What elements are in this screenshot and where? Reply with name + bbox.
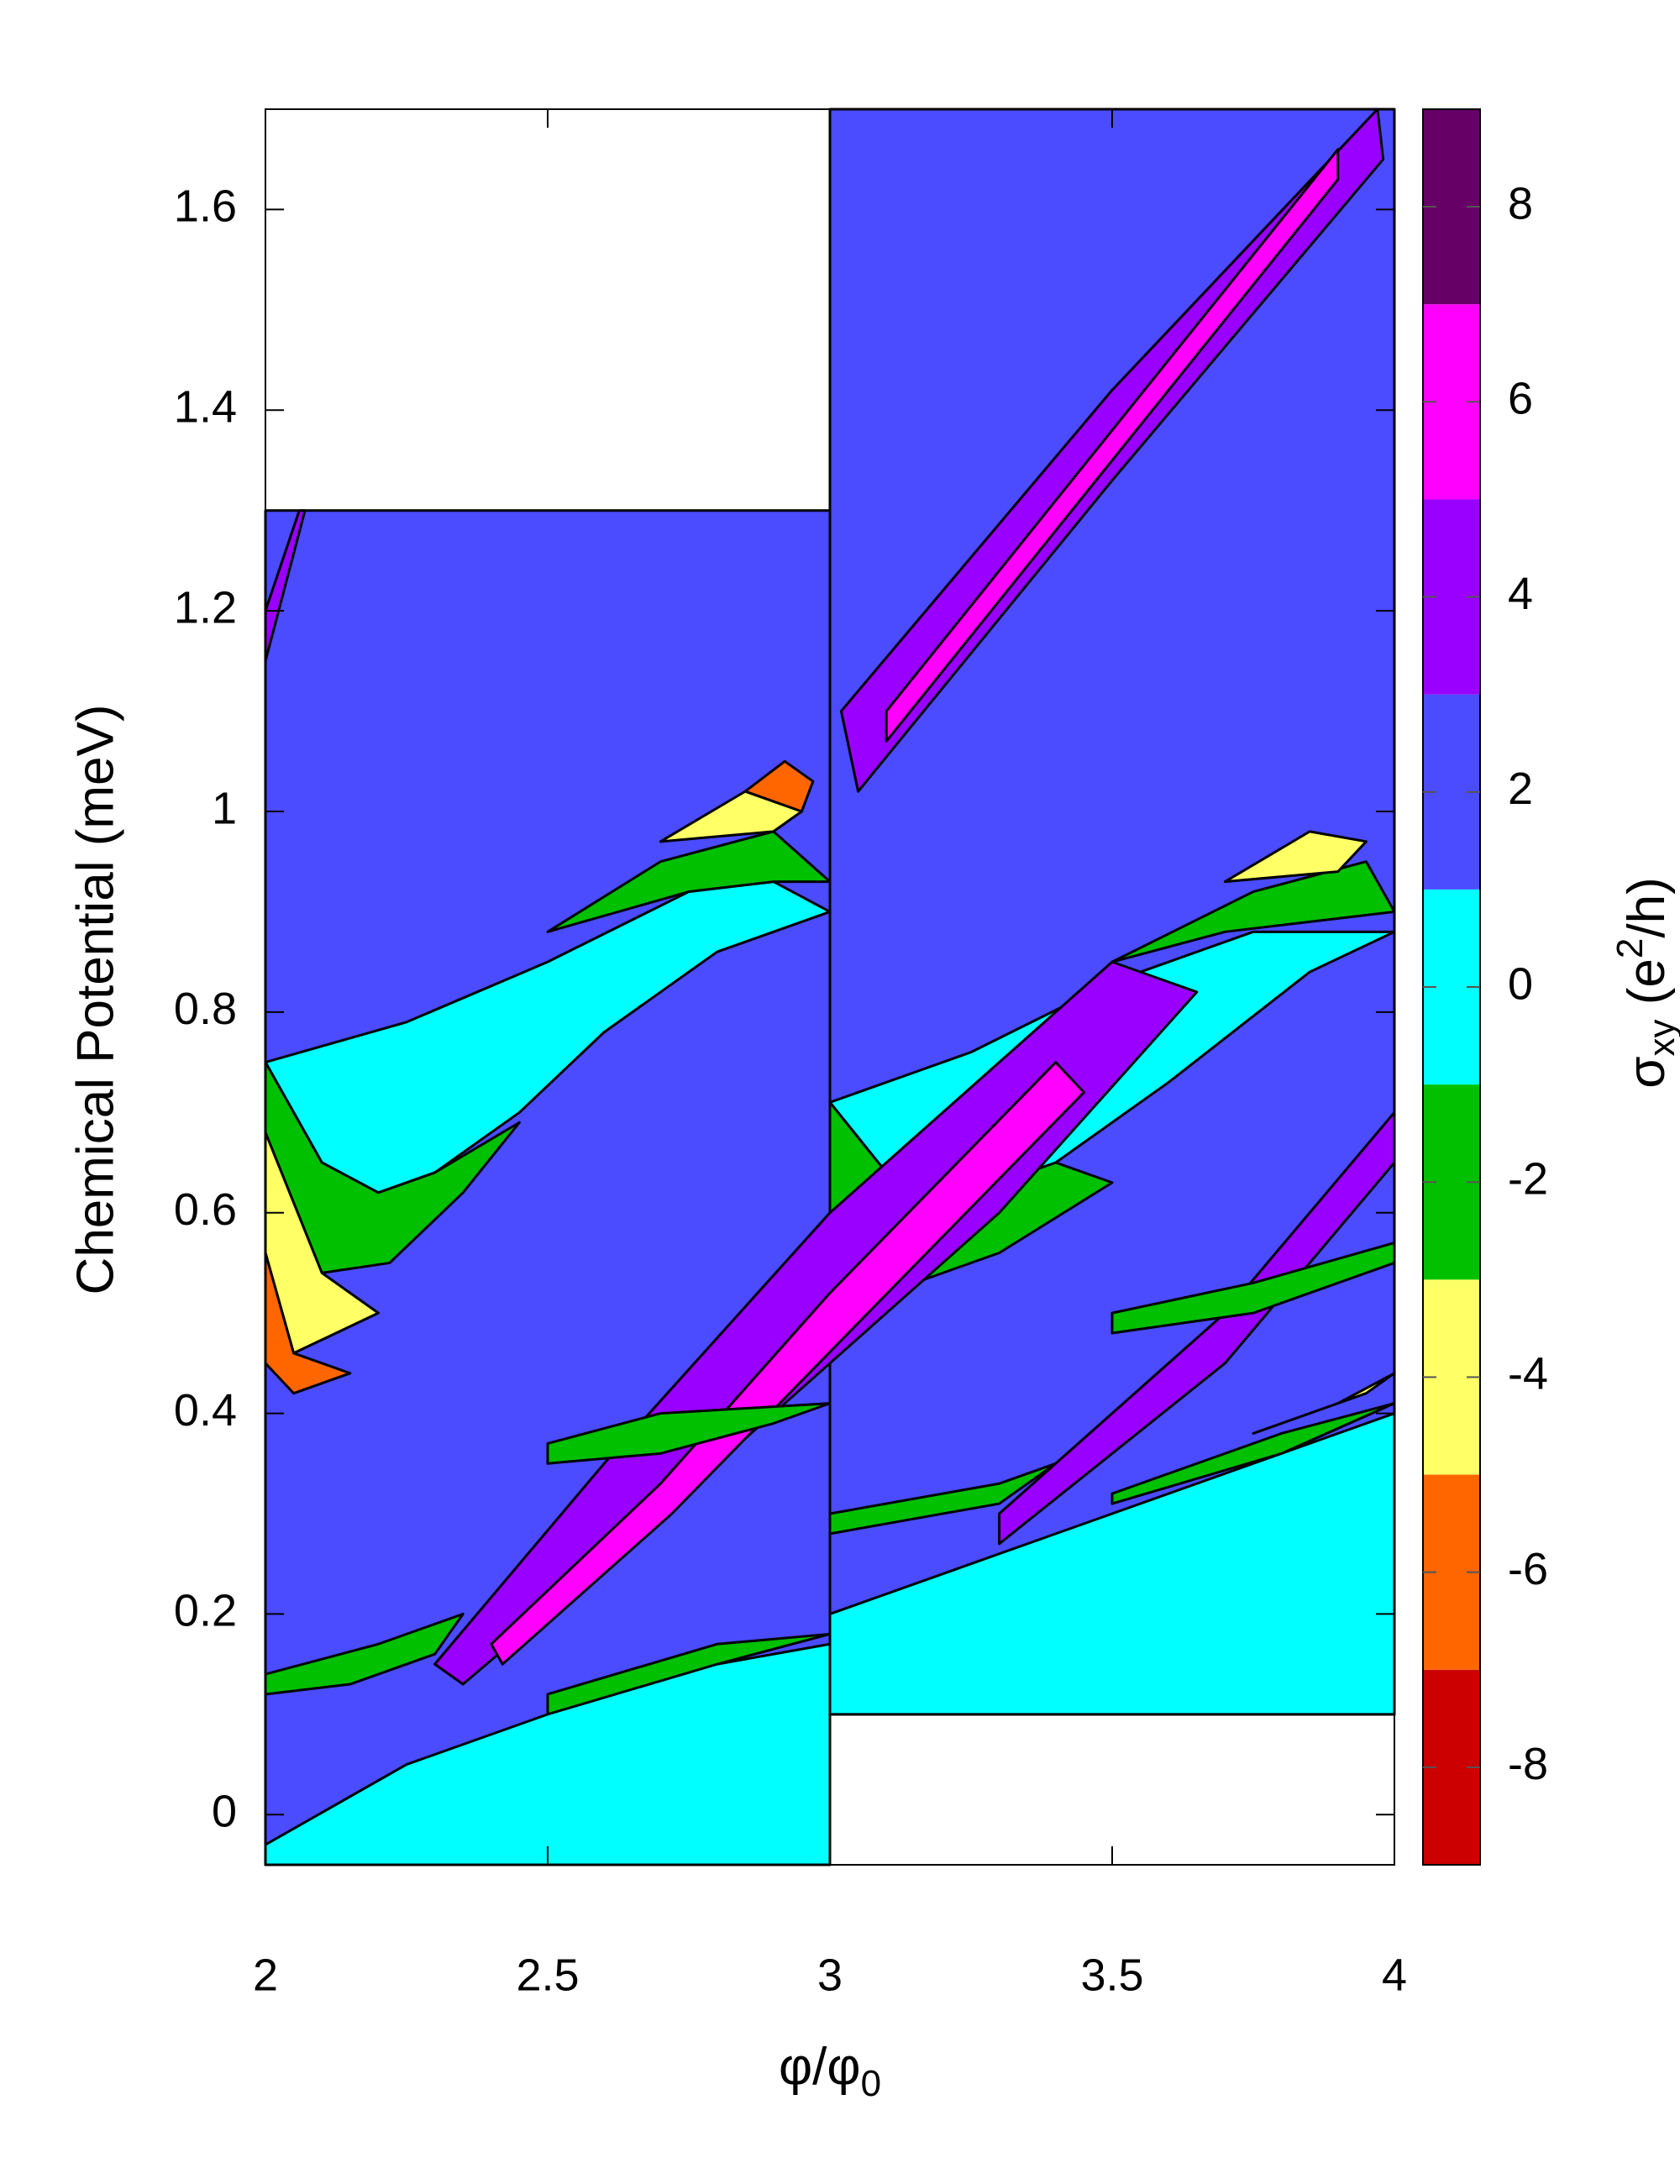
x-label-sub: 0: [861, 2063, 881, 2104]
colorbar-tick-label: -2: [1508, 1153, 1548, 1204]
colorbar-tick-label: -4: [1508, 1349, 1548, 1399]
y-tick-label: 0.4: [174, 1385, 237, 1436]
region: [546, 1632, 832, 1716]
colorbar-tick-label: -8: [1508, 1739, 1548, 1789]
colorbar-tick-label: 0: [1508, 958, 1533, 1009]
colorbar-tick-label: 2: [1508, 764, 1533, 814]
colorbar-tick-label: -6: [1508, 1544, 1548, 1594]
region: [1223, 830, 1368, 884]
cb-label-part: (e: [1618, 958, 1676, 1019]
x-label-main: φ/φ: [779, 2038, 861, 2096]
x-tick-label: 3.5: [1080, 1950, 1143, 2000]
y-tick-label: 1.6: [174, 181, 237, 232]
x-tick-label: 3: [817, 1950, 843, 2000]
x-tick-label: 2.5: [516, 1950, 579, 2000]
region: [1110, 1402, 1396, 1505]
y-tick-label: 0.6: [174, 1184, 237, 1235]
y-tick-label: 0: [212, 1787, 237, 1837]
region: [546, 830, 832, 933]
colorbar-tick-label: 8: [1508, 178, 1533, 228]
y-tick-label: 1.4: [174, 382, 237, 433]
colorbar-label: σxy (e2/h): [1609, 877, 1680, 1088]
region: [885, 148, 1340, 743]
y-tick-label: 1: [212, 783, 237, 833]
y-tick-label: 0.8: [174, 984, 237, 1034]
cb-label-part: xy: [1641, 1019, 1680, 1056]
x-tick-label: 4: [1382, 1950, 1407, 2000]
cb-label-part: /h): [1618, 877, 1676, 937]
x-axis-label: φ/φ0: [779, 2038, 881, 2103]
y-tick-label: 0.2: [174, 1586, 237, 1636]
colorbar-tick-label: 4: [1508, 569, 1533, 619]
colorbar-tick-label: 6: [1508, 374, 1533, 424]
cb-label-part: 2: [1609, 938, 1651, 958]
region: [828, 1462, 1058, 1536]
x-tick-label: 2: [253, 1950, 278, 2000]
cb-label-part: σ: [1618, 1056, 1676, 1088]
y-tick-label: 1.2: [174, 582, 237, 633]
region: [546, 1402, 832, 1465]
region: [743, 759, 815, 813]
y-axis-label: Chemical Potential (meV): [66, 705, 124, 1295]
